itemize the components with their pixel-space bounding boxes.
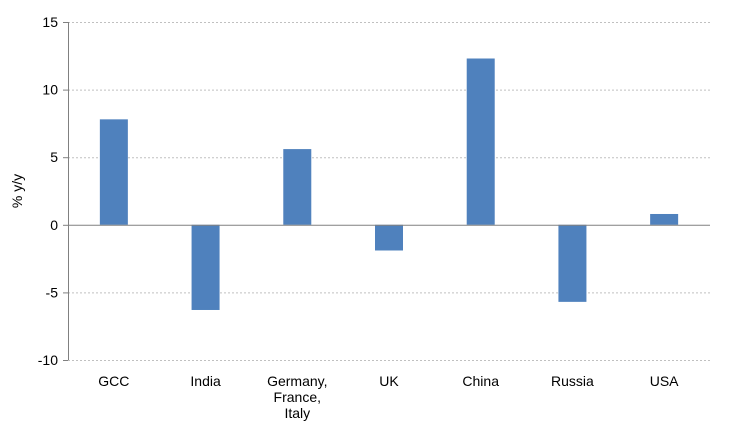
x-tick-label: China <box>462 373 499 389</box>
x-tick-label: Russia <box>551 373 594 389</box>
x-tick-labels: GCC India Germany, France, Italy UK China Russi… <box>98 373 679 421</box>
axes <box>63 22 710 361</box>
gridlines <box>68 22 710 361</box>
bar <box>466 58 495 225</box>
bars <box>99 58 679 310</box>
bar <box>558 224 587 302</box>
bar <box>99 119 128 225</box>
y-tick-label: -10 <box>38 352 58 368</box>
x-tick-label: UK <box>379 373 399 389</box>
x-tick-label: GCC <box>98 373 129 389</box>
y-axis-title: % y/y <box>9 174 25 208</box>
bar <box>650 213 679 225</box>
y-tick-label: 10 <box>42 82 58 98</box>
y-tick-label: -5 <box>46 284 59 300</box>
y-tick-label: 0 <box>50 217 58 233</box>
bar <box>283 149 312 225</box>
x-tick-label: USA <box>650 373 679 389</box>
y-tick-label: 5 <box>50 149 58 165</box>
x-tick-label: India <box>190 373 221 389</box>
x-tick-label: Germany, France, Italy <box>267 373 327 421</box>
y-tick-labels: -10 -5 0 5 10 15 <box>38 14 58 368</box>
bar <box>375 224 403 251</box>
bar <box>191 224 220 310</box>
y-tick-label: 15 <box>42 14 58 30</box>
